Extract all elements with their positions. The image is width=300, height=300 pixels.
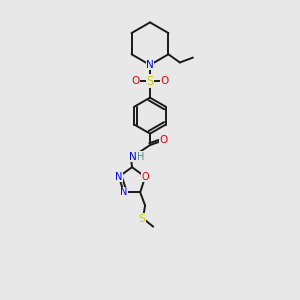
Text: S: S [138, 214, 146, 224]
Text: N: N [120, 187, 127, 197]
Text: S: S [146, 75, 154, 88]
Text: O: O [131, 76, 140, 86]
Text: N: N [129, 152, 137, 161]
Text: H: H [137, 152, 145, 161]
Text: O: O [160, 76, 169, 86]
Text: O: O [141, 172, 149, 182]
Text: O: O [160, 135, 168, 145]
Text: N: N [146, 60, 154, 70]
Text: N: N [115, 172, 122, 182]
